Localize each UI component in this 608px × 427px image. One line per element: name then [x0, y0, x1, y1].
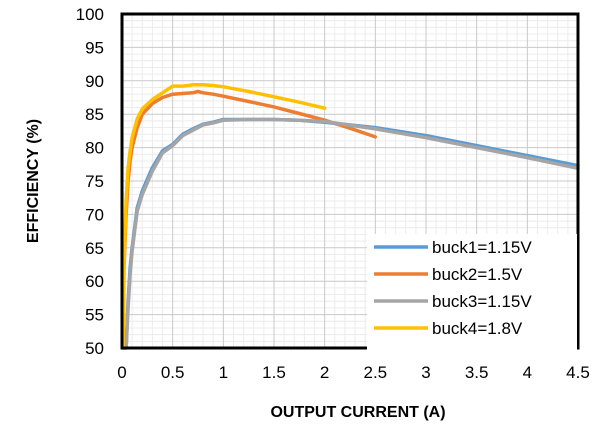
y-tick-label: 55 — [85, 306, 104, 325]
plot-area-frame — [120, 12, 580, 350]
x-tick-label: 1 — [219, 363, 228, 382]
y-axis-title: EFFICIENCY (%) — [25, 119, 42, 243]
y-tick-label: 100 — [76, 5, 104, 24]
x-tick-label: 3.5 — [465, 363, 489, 382]
x-tick-label: 2.5 — [364, 363, 388, 382]
legend-label-4: buck4=1.8V — [432, 319, 523, 338]
x-tick-label: 3 — [421, 363, 430, 382]
series-line-4 — [121, 83, 327, 350]
y-tick-label: 65 — [85, 239, 104, 258]
y-tick-label: 70 — [85, 205, 104, 224]
x-tick-label: 2 — [320, 363, 329, 382]
series-line-3 — [122, 117, 580, 350]
y-tick-label: 80 — [85, 139, 104, 158]
legend: buck1=1.15V buck2=1.5V buck3=1.15V buck4=1.… — [367, 234, 577, 352]
legend-label-3: buck3=1.15V — [432, 292, 532, 311]
y-tick-label: 90 — [85, 72, 104, 91]
x-axis-title: OUTPUT CURRENT (A) — [270, 404, 445, 421]
x-tick-label: 4 — [523, 363, 532, 382]
y-tick-label: 60 — [85, 272, 104, 291]
legend-label-2: buck2=1.5V — [432, 265, 523, 284]
y-tick-label: 85 — [85, 105, 104, 124]
x-tick-label: 0 — [117, 363, 126, 382]
y-tick-label: 75 — [85, 172, 104, 191]
series-line-2 — [121, 89, 378, 350]
y-axis-tick-labels: 50 55 60 65 70 75 80 85 90 95 100 — [76, 5, 104, 358]
x-tick-label: 4.5 — [566, 363, 590, 382]
legend-label-1: buck1=1.15V — [432, 238, 532, 257]
y-tick-label: 95 — [85, 38, 104, 57]
x-tick-label: 0.5 — [161, 363, 185, 382]
x-axis-tick-labels: 0 0.5 1 1.5 2 2.5 3 3.5 4 4.5 — [117, 363, 590, 382]
legend-background — [367, 234, 577, 352]
x-tick-label: 1.5 — [262, 363, 286, 382]
series-lines — [121, 83, 580, 350]
y-tick-label: 50 — [85, 339, 104, 358]
